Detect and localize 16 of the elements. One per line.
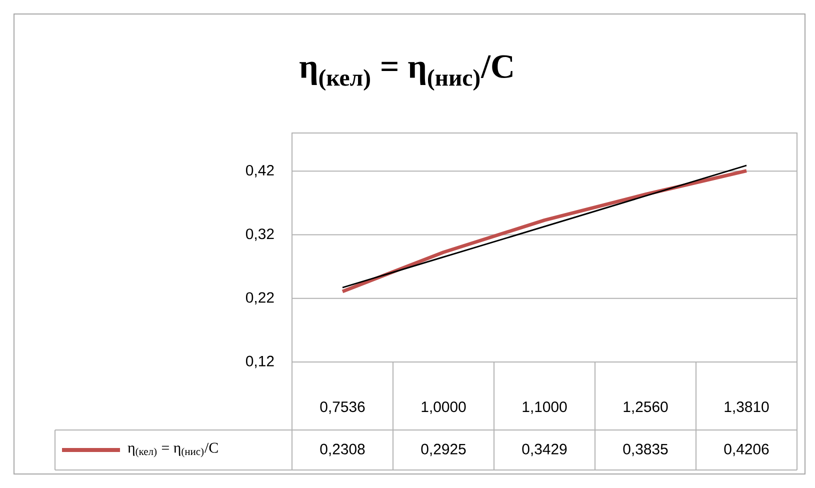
x-tick-label: 0,7536 [320,402,365,414]
data-label: 0,3835 [623,444,668,456]
y-tick-label: 0,32 [246,228,274,241]
x-tick-label: 1,2560 [624,402,668,414]
data-label: 0,2308 [320,444,365,456]
data-label: 0,4206 [724,444,769,456]
chart-title: η$_{(кел)}$ = η$_{(нис)}$/C [300,55,512,91]
x-tick-label: 1,3810 [724,402,769,414]
y-tick-label: 0,22 [246,292,274,305]
data-label: 0,2925 [421,444,466,456]
data-label: 0,3429 [522,444,567,456]
x-tick-label: 1,0000 [422,402,466,414]
legend-label: η$_{(кел)}$ = η$_{(нис)}$/C [128,442,218,458]
y-tick-label: 0,12 [246,356,274,368]
x-tick-label: 1,1000 [522,402,567,414]
y-tick-label: 0,42 [246,164,274,178]
